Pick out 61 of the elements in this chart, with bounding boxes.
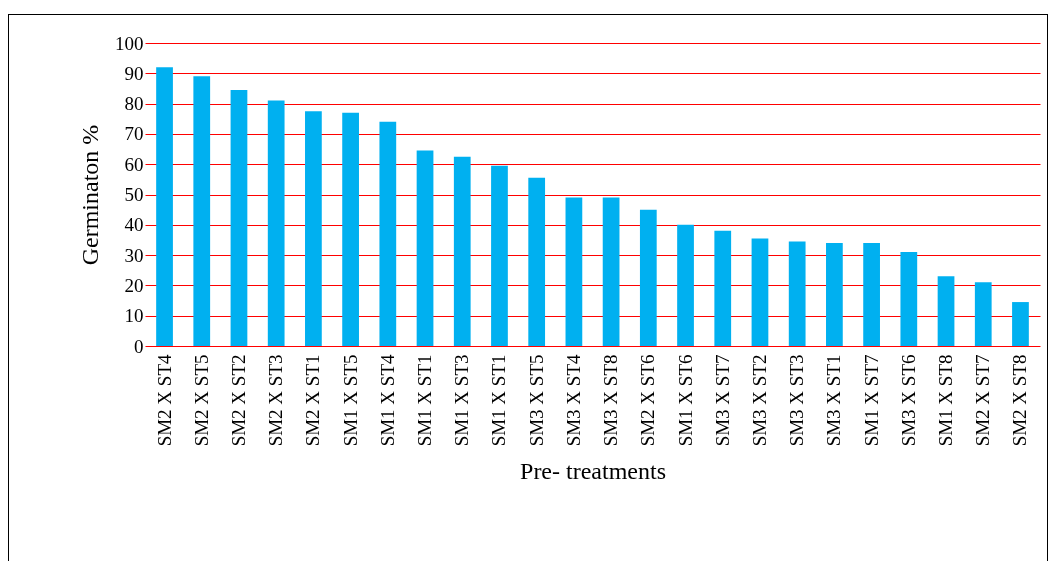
bar <box>416 150 434 346</box>
x-tick-label: SM3 X ST6 <box>897 354 919 447</box>
bar <box>751 238 769 346</box>
bar <box>342 112 359 346</box>
bar <box>826 242 843 346</box>
x-tick-label: SM2 X ST7 <box>972 354 994 447</box>
bar <box>1012 302 1029 346</box>
y-tick-label: 90 <box>124 62 144 84</box>
y-tick-label: 30 <box>124 244 144 266</box>
x-tick-label: SM1 X ST8 <box>935 354 957 447</box>
x-tick-label: SM1 X ST7 <box>860 354 882 447</box>
x-tick-label: SM1 X ST1 <box>488 354 510 447</box>
x-tick-label: SM1 X ST4 <box>376 354 398 447</box>
bar <box>788 241 806 346</box>
bar <box>863 242 880 346</box>
bar <box>714 230 732 346</box>
x-tick-label: SM2 X ST2 <box>227 354 249 447</box>
x-tick-label: SM3 X ST4 <box>562 354 584 447</box>
x-tick-label: SM2 X ST1 <box>302 354 324 447</box>
y-tick-label: 40 <box>124 214 144 236</box>
y-tick-label: 20 <box>124 274 144 296</box>
y-tick-label: 70 <box>124 123 144 145</box>
x-axis-title: Pre- treatments <box>520 458 666 485</box>
y-tick-label: 60 <box>124 153 144 175</box>
x-tick-label: SM3 X ST1 <box>823 354 845 447</box>
bar <box>677 224 694 346</box>
y-tick-label: 80 <box>124 93 144 115</box>
bar <box>230 89 248 346</box>
bar <box>937 276 955 346</box>
bar <box>267 100 285 346</box>
x-tick-label: SM1 X ST1 <box>414 354 436 447</box>
bar <box>639 209 657 346</box>
y-axis-title: Germinaton % <box>77 124 103 266</box>
x-tick-label: SM3 X ST8 <box>600 354 622 447</box>
x-tick-label: SM1 X ST5 <box>339 354 361 447</box>
x-tick-label: SM2 X ST6 <box>637 354 659 447</box>
x-tick-label: SM2 X ST4 <box>153 354 175 447</box>
bar <box>602 197 620 346</box>
bar <box>305 111 322 346</box>
y-tick-label: 100 <box>115 32 144 54</box>
bar <box>453 156 471 346</box>
bar <box>193 76 211 346</box>
bar <box>379 121 397 346</box>
x-tick-label: SM1 X ST6 <box>674 354 696 447</box>
y-tick-label: 50 <box>124 184 144 205</box>
x-tick-label: SM3 X ST2 <box>748 354 770 447</box>
bar <box>565 197 583 346</box>
x-tick-label: SM3 X ST7 <box>711 354 733 447</box>
bar <box>156 67 173 346</box>
x-tick-label: SM2 X ST8 <box>1009 354 1031 447</box>
bar <box>528 177 546 346</box>
bar <box>900 252 918 346</box>
x-tick-label: SM3 X ST3 <box>786 354 808 447</box>
bar <box>974 282 992 346</box>
x-tick-label: SM2 X ST5 <box>190 354 212 447</box>
x-tick-label: SM3 X ST5 <box>525 354 547 447</box>
bar <box>491 165 508 346</box>
y-tick-label: 0 <box>134 335 144 357</box>
y-tick-label: 10 <box>124 305 144 327</box>
x-tick-label: SM2 X ST3 <box>265 354 287 447</box>
x-tick-label: SM1 X ST3 <box>451 354 473 447</box>
